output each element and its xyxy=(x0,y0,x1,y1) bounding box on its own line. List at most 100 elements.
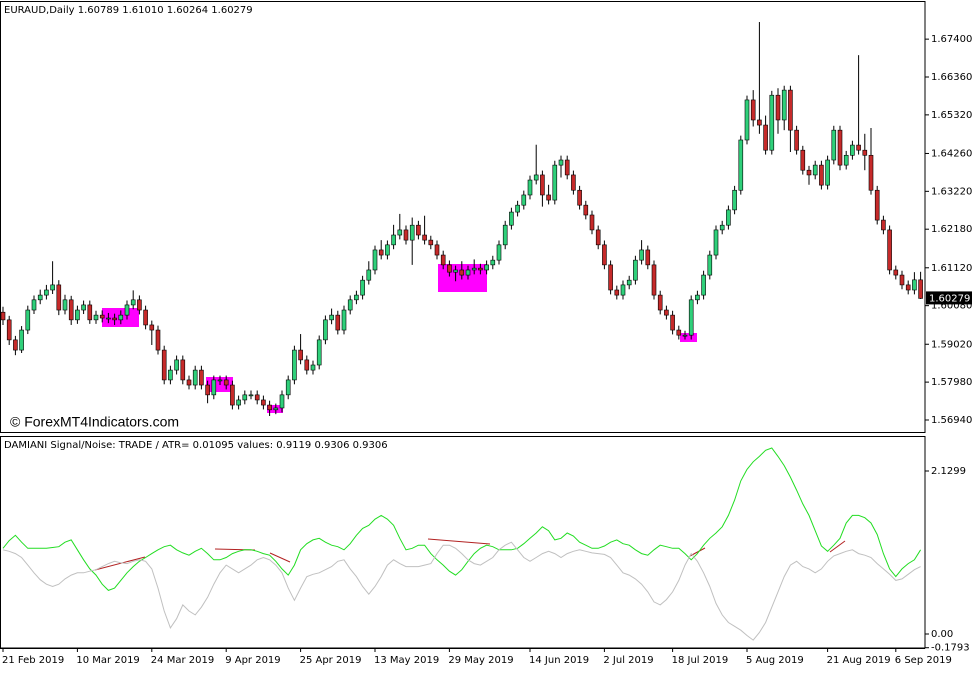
candle-body xyxy=(323,319,328,341)
candle-body xyxy=(366,269,372,281)
chart-title: EURAUD,Daily 1.60789 1.61010 1.60264 1.6… xyxy=(4,5,253,16)
x-tick-label: 5 Aug 2019 xyxy=(746,655,804,666)
candle-body xyxy=(893,269,899,276)
candle-body xyxy=(750,99,756,121)
candle-body xyxy=(874,189,880,221)
candle-body xyxy=(577,189,582,206)
candle-body xyxy=(99,314,105,319)
candle-body xyxy=(651,264,657,296)
candle-body xyxy=(335,314,341,331)
candle-body xyxy=(819,164,824,186)
x-tick-label: 29 May 2019 xyxy=(448,655,513,666)
price-box-label: 1.60279 xyxy=(929,293,970,304)
y-tick-label: 1.56940 xyxy=(931,415,972,426)
candle-body xyxy=(521,194,527,206)
candle-body xyxy=(837,129,843,166)
candle-body xyxy=(19,329,24,351)
candle-body xyxy=(304,359,310,371)
candle-body xyxy=(881,219,886,231)
candle-body xyxy=(372,249,378,271)
candle-body xyxy=(552,164,558,201)
candle-body xyxy=(533,174,539,181)
candle-body xyxy=(509,211,514,226)
candle-body xyxy=(341,309,347,331)
candle-body xyxy=(850,144,855,156)
candle-body xyxy=(478,267,483,271)
candle-body xyxy=(453,269,458,273)
candle-body xyxy=(360,279,365,296)
candle-body xyxy=(279,394,285,409)
candle-body xyxy=(347,299,353,311)
y-tick-label: 1.65320 xyxy=(931,110,972,121)
candle-body xyxy=(608,264,613,291)
candle-body xyxy=(137,299,142,311)
candle-body xyxy=(298,349,303,361)
x-tick-label: 2 Jul 2019 xyxy=(603,655,653,666)
candle-body xyxy=(546,194,551,201)
candle-body xyxy=(211,379,217,396)
candle-body xyxy=(168,369,173,381)
x-tick-label: 13 May 2019 xyxy=(374,655,439,666)
candle-body xyxy=(905,284,911,291)
candle-body xyxy=(118,314,124,321)
candle-body xyxy=(775,94,781,121)
candle-body xyxy=(633,259,638,281)
candle-body xyxy=(614,289,620,296)
candle-body xyxy=(409,224,415,241)
candle-body xyxy=(707,254,713,276)
candle-body xyxy=(143,309,148,326)
candle-body xyxy=(484,264,489,271)
y-tick-label: 1.59020 xyxy=(931,339,972,350)
candle-body xyxy=(459,269,465,276)
candle-body xyxy=(434,244,440,256)
candle-body xyxy=(515,204,520,213)
candle-body xyxy=(397,229,403,236)
candle-body xyxy=(676,329,682,336)
candle-body xyxy=(899,274,905,286)
x-tick-label: 14 Jun 2019 xyxy=(529,655,589,666)
candle-body xyxy=(267,404,272,411)
candle-body xyxy=(6,319,12,341)
candle-body xyxy=(44,289,49,296)
candle-body xyxy=(571,174,576,191)
x-tick-label: 21 Feb 2019 xyxy=(2,655,64,666)
candle-body xyxy=(620,284,626,296)
y-tick-label: 1.62180 xyxy=(931,224,972,235)
candle-body xyxy=(378,249,384,256)
y-tick-label: 0.00 xyxy=(931,629,953,640)
candle-body xyxy=(540,174,545,196)
x-tick-label: 24 Mar 2019 xyxy=(151,655,214,666)
x-tick-label: 10 Mar 2019 xyxy=(76,655,139,666)
candle-body xyxy=(843,154,849,166)
candle-body xyxy=(93,314,99,321)
x-tick-label: 18 Jul 2019 xyxy=(672,655,729,666)
x-tick-label: 9 Apr 2019 xyxy=(225,655,280,666)
candle-body xyxy=(688,299,694,336)
candle-body xyxy=(496,244,502,261)
candle-body xyxy=(161,349,167,381)
candle-body xyxy=(800,149,806,171)
y-tick-label: 1.57980 xyxy=(931,377,972,388)
x-tick-label: 6 Sep 2019 xyxy=(895,655,952,666)
candle-body xyxy=(763,124,768,151)
candle-body xyxy=(199,369,204,386)
candle-body xyxy=(217,379,223,382)
candle-body xyxy=(391,234,396,246)
candle-body xyxy=(87,304,93,321)
main-panel-border xyxy=(0,1,926,433)
candle-body xyxy=(292,349,297,381)
candle-body xyxy=(912,279,917,291)
candle-body xyxy=(447,264,452,273)
indicator-line xyxy=(2,447,922,591)
candle-body xyxy=(558,159,564,166)
candle-body xyxy=(316,339,322,366)
candle-body xyxy=(242,394,248,401)
candle-body xyxy=(310,364,316,371)
candle-body xyxy=(261,399,266,406)
y-tick-label: 1.60080 xyxy=(931,301,972,312)
candle-body xyxy=(738,139,744,191)
price-box xyxy=(926,291,972,305)
candle-body xyxy=(403,229,409,241)
candle-body xyxy=(831,129,837,161)
